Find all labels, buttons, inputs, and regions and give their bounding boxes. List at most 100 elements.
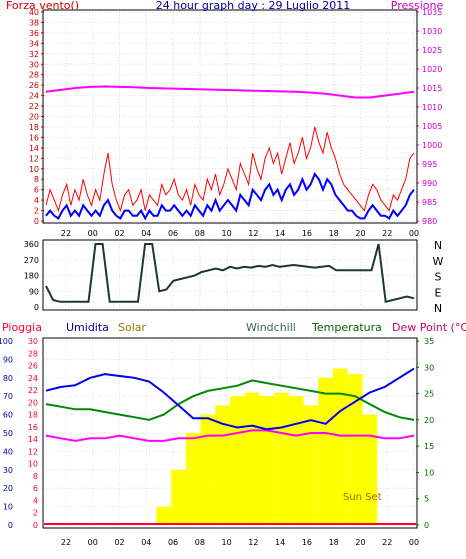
rain-tick-label: 26 (28, 362, 38, 371)
wind-panel-grid (44, 11, 416, 222)
solar-bar (362, 414, 378, 525)
direction-panel-grid (44, 243, 416, 308)
wind-tick-label: 16 (29, 133, 39, 142)
humidity-tick-label: 0 (8, 521, 13, 530)
pressure-tick-label: 990 (422, 179, 437, 188)
pressure-tick-label: 1025 (422, 46, 442, 55)
sun-set-annotation: Sun Set (343, 492, 382, 503)
wind-x-tick-label: 00 (88, 229, 98, 238)
rain-tick-label: 12 (28, 447, 38, 456)
temp-x-tick-label: 10 (222, 538, 232, 547)
wind-tick-label: 10 (29, 165, 39, 174)
temp-x-tick-label: 08 (195, 538, 205, 547)
compass-label: N (434, 302, 442, 315)
wind-tick-label: 14 (29, 144, 39, 153)
temp-x-tick-label: 00 (409, 538, 419, 547)
direction-tick-label: 180 (24, 272, 39, 281)
dew-point-line (45, 429, 415, 442)
rain-tick-label: 18 (28, 411, 38, 420)
solar-bar (200, 414, 216, 525)
temp-x-tick-label: 20 (355, 538, 365, 547)
wind-tick-label: 26 (29, 81, 39, 90)
legend-windchill: Windchill (246, 321, 296, 334)
temp-tick-label: 10 (424, 468, 434, 477)
humidity-tick-label: 80 (3, 374, 13, 383)
wind-x-tick-label: 12 (248, 229, 258, 238)
wind-tick-label: 30 (29, 60, 39, 69)
pressure-tick-label: 980 (422, 217, 437, 226)
temp-tick-label: 20 (424, 416, 434, 425)
solar-bar (288, 396, 304, 525)
wind-axis-title: Forza vento() (6, 0, 79, 12)
wind-tick-label: 32 (29, 50, 39, 59)
temp-x-tick-label: 04 (141, 538, 151, 547)
wind-tick-label: 36 (29, 29, 39, 38)
direction-tick-label: 270 (24, 256, 39, 265)
wind-tick-label: 24 (29, 92, 39, 101)
wind-tick-label: 12 (29, 154, 39, 163)
legend-dew-point: Dew Point (°C) (392, 321, 466, 334)
wind-x-tick-label: 08 (195, 229, 205, 238)
pressure-tick-label: 1000 (422, 141, 442, 150)
humidity-tick-label: 10 (3, 503, 13, 512)
plot-layer (44, 85, 416, 525)
solar-bar (274, 392, 289, 525)
wind-tick-label: 38 (29, 18, 39, 27)
compass-label: W (433, 255, 444, 268)
temp-x-tick-label: 22 (61, 538, 71, 547)
legend-pioggia: Pioggia (2, 321, 42, 334)
temp-x-tick-label: 22 (382, 538, 392, 547)
solar-bar (171, 469, 186, 525)
wind-tick-label: 22 (29, 102, 39, 111)
rain-tick-label: 8 (33, 472, 38, 481)
direction-tick-label: 0 (34, 303, 39, 312)
temp-x-tick-label: 00 (88, 538, 98, 547)
wind-direction-line (45, 243, 415, 304)
pressure-tick-label: 1010 (422, 103, 442, 112)
temp-x-tick-label: 14 (275, 538, 285, 547)
rain-tick-label: 24 (28, 374, 38, 383)
wind-x-tick-label: 06 (168, 229, 178, 238)
rain-tick-label: 28 (28, 349, 38, 358)
temp-tick-label: 5 (424, 495, 429, 504)
pressure-tick-label: 995 (422, 160, 437, 169)
wind-tick-label: 18 (29, 123, 39, 132)
pressure-axis-title: Pressione (391, 0, 444, 12)
pressure-tick-label: 1005 (422, 122, 442, 131)
rain-tick-label: 30 (28, 337, 38, 346)
temp-x-tick-label: 12 (248, 538, 258, 547)
humidity-tick-label: 40 (3, 447, 13, 456)
temp-tick-label: 35 (424, 337, 434, 346)
rain-tick-label: 20 (28, 398, 38, 407)
temp-x-tick-label: 18 (329, 538, 339, 547)
solar-bar (230, 396, 245, 525)
pressure-line (45, 85, 415, 99)
wind-gust-line (45, 126, 415, 213)
wind-tick-label: 20 (29, 113, 39, 122)
rain-tick-label: 14 (28, 435, 38, 444)
pressure-tick-label: 1020 (422, 65, 442, 74)
pressure-tick-label: 985 (422, 198, 437, 207)
temp-x-tick-label: 16 (302, 538, 312, 547)
solar-bar (303, 405, 319, 525)
legend-solar: Solar (118, 321, 147, 334)
rain-tick-label: 22 (28, 386, 38, 395)
wind-x-tick-label: 22 (61, 229, 71, 238)
rain-tick-label: 4 (33, 496, 38, 505)
solar-bar (156, 506, 172, 525)
wind-x-tick-label: 20 (355, 229, 365, 238)
pressure-tick-label: 1035 (422, 8, 442, 17)
wind-x-tick-label: 22 (382, 229, 392, 238)
temp-tick-label: 30 (424, 363, 434, 372)
wind-tick-label: 34 (29, 39, 39, 48)
humidity-line (45, 367, 415, 431)
axis-labels: 0246810121416182022242628303234363840980… (0, 8, 444, 547)
temp-tick-label: 0 (424, 521, 429, 530)
solar-bar (318, 377, 333, 525)
wind-tick-label: 2 (34, 207, 39, 216)
wind-tick-label: 40 (29, 8, 39, 17)
rain-tick-label: 6 (33, 484, 38, 493)
wind-tick-label: 4 (34, 196, 39, 205)
humidity-tick-label: 20 (3, 484, 13, 493)
solar-bar (185, 433, 201, 525)
